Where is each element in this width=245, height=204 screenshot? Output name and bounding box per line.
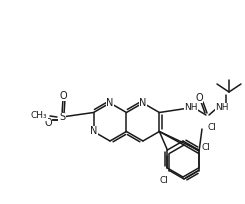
Text: S: S	[59, 112, 65, 122]
Text: CH₃: CH₃	[31, 112, 47, 121]
Text: O: O	[195, 93, 203, 103]
Text: Cl: Cl	[160, 176, 169, 185]
Text: N: N	[139, 98, 147, 108]
Text: O: O	[59, 91, 67, 101]
Text: NH: NH	[184, 103, 198, 112]
Text: O: O	[44, 118, 52, 128]
Text: Cl: Cl	[202, 143, 210, 152]
Text: Cl: Cl	[207, 122, 216, 132]
Text: N: N	[106, 98, 114, 108]
Text: N: N	[90, 126, 97, 136]
Text: NH: NH	[215, 103, 229, 112]
